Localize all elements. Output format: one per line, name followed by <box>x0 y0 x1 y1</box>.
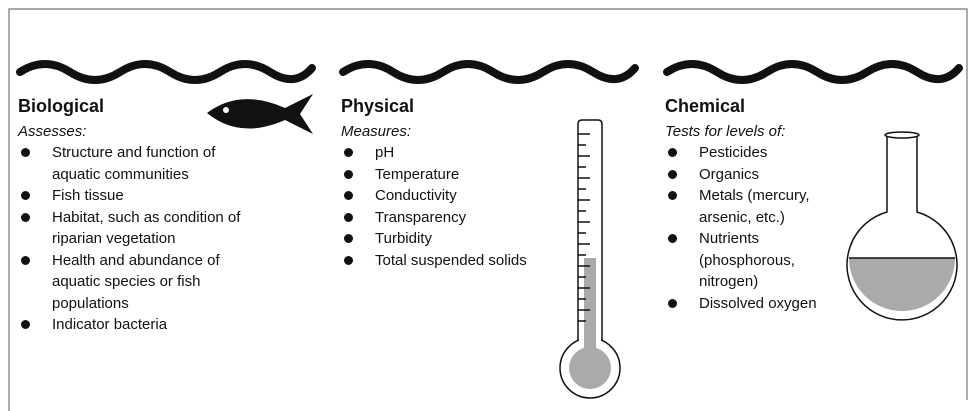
column-title: Biological <box>18 96 105 116</box>
list-item: Metals (mercury, arsenic, etc.) <box>665 185 841 228</box>
item-list: Pesticides Organics Metals (mercury, arsen… <box>665 142 841 314</box>
column-intro: Measures: <box>341 123 412 140</box>
column: Biological Assesses: Structure and funct… <box>18 96 268 336</box>
fish-icon <box>207 94 313 134</box>
list-item: Conductivity <box>341 185 571 207</box>
column-intro: Tests for levels of: <box>665 123 786 140</box>
flask-icon <box>846 131 958 321</box>
item-list: Structure and function of aquatic commun… <box>18 142 258 336</box>
list-item: Transparency <box>341 207 571 229</box>
thermometer-icon <box>559 119 621 399</box>
list-item: Habitat, such as condition of riparian v… <box>18 207 258 250</box>
list-item: Fish tissue <box>18 185 258 207</box>
column: Physical Measures: pH Temperature Conducti… <box>341 96 571 271</box>
list-item: Pesticides <box>665 142 841 164</box>
list-item: Dissolved oxygen <box>665 293 841 315</box>
list-item: Organics <box>665 164 841 186</box>
list-item: Health and abundance of aquatic species … <box>18 250 258 315</box>
wave <box>663 60 963 84</box>
list-item: Structure and function of aquatic commun… <box>18 142 258 185</box>
column-title: Chemical <box>665 96 746 116</box>
column: Chemical Tests for levels of: Pesticides… <box>665 96 845 314</box>
list-item: Total suspended solids <box>341 250 571 272</box>
wave <box>16 60 316 84</box>
list-item: Nutrients (phosphorous, nitrogen) <box>665 228 841 293</box>
list-item: Turbidity <box>341 228 571 250</box>
wave <box>339 60 639 84</box>
column-intro: Assesses: <box>18 123 87 140</box>
frame <box>8 8 968 411</box>
list-item: Indicator bacteria <box>18 314 258 336</box>
item-list: pH Temperature Conductivity Transparency Tur… <box>341 142 571 271</box>
column-title: Physical <box>341 96 415 116</box>
list-item: pH <box>341 142 571 164</box>
list-item: Temperature <box>341 164 571 186</box>
